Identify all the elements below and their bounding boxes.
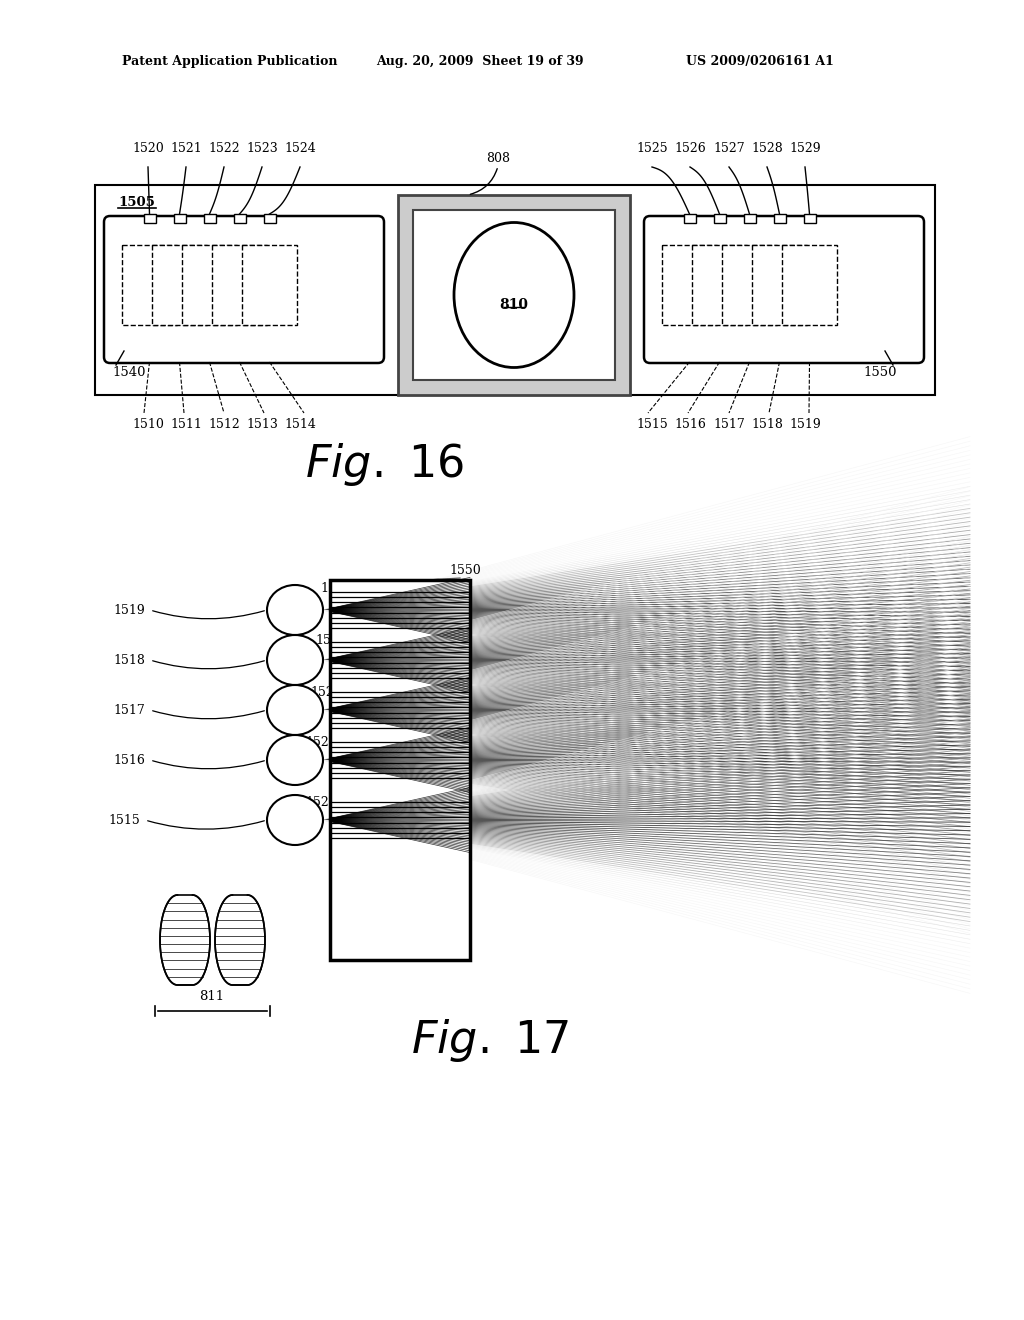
Bar bbox=[212, 246, 267, 325]
Bar bbox=[714, 214, 725, 223]
Ellipse shape bbox=[267, 635, 323, 685]
Text: 1550: 1550 bbox=[863, 367, 897, 380]
Text: 1513: 1513 bbox=[246, 418, 278, 432]
Bar bbox=[662, 246, 717, 325]
Text: $\mathit{Fig.\ 17}$: $\mathit{Fig.\ 17}$ bbox=[411, 1016, 569, 1064]
Text: 1516: 1516 bbox=[674, 418, 706, 432]
Text: 1526: 1526 bbox=[305, 735, 337, 748]
Text: 808: 808 bbox=[486, 152, 510, 165]
Bar bbox=[204, 214, 215, 223]
Ellipse shape bbox=[267, 735, 323, 785]
Bar bbox=[242, 246, 297, 325]
Polygon shape bbox=[160, 895, 210, 985]
Text: 1524: 1524 bbox=[284, 143, 315, 154]
Text: 1526: 1526 bbox=[674, 143, 706, 154]
Text: 1518: 1518 bbox=[113, 653, 145, 667]
Ellipse shape bbox=[454, 223, 574, 367]
Text: 1529: 1529 bbox=[790, 143, 821, 154]
Ellipse shape bbox=[267, 795, 323, 845]
Bar bbox=[804, 214, 815, 223]
Text: 1510: 1510 bbox=[132, 418, 164, 432]
Bar bbox=[143, 214, 156, 223]
Text: 1528: 1528 bbox=[752, 143, 783, 154]
Text: 1515: 1515 bbox=[109, 813, 140, 826]
Text: 1529: 1529 bbox=[319, 582, 351, 594]
Ellipse shape bbox=[267, 585, 323, 635]
Text: 1519: 1519 bbox=[114, 603, 145, 616]
Text: 1505: 1505 bbox=[118, 197, 155, 210]
Text: 1516: 1516 bbox=[113, 754, 145, 767]
Bar bbox=[233, 214, 246, 223]
Text: 1522: 1522 bbox=[208, 143, 240, 154]
Bar bbox=[683, 214, 695, 223]
Text: 1520: 1520 bbox=[132, 143, 164, 154]
Bar bbox=[413, 210, 615, 380]
Text: 1550: 1550 bbox=[450, 564, 481, 577]
Text: 811: 811 bbox=[200, 990, 224, 1003]
Text: $\mathit{Fig.\ 16}$: $\mathit{Fig.\ 16}$ bbox=[305, 441, 465, 488]
Text: 1514: 1514 bbox=[284, 418, 316, 432]
Text: 1527: 1527 bbox=[310, 685, 342, 698]
Bar bbox=[692, 246, 746, 325]
Bar bbox=[773, 214, 785, 223]
Text: 1512: 1512 bbox=[208, 418, 240, 432]
Text: 1540: 1540 bbox=[112, 367, 145, 380]
Bar bbox=[95, 185, 935, 395]
Bar bbox=[782, 246, 837, 325]
Text: 1527: 1527 bbox=[713, 143, 744, 154]
Text: 1525: 1525 bbox=[636, 143, 668, 154]
Text: 1518: 1518 bbox=[751, 418, 783, 432]
Text: 1525: 1525 bbox=[305, 796, 337, 808]
Text: 810: 810 bbox=[500, 298, 528, 312]
Bar bbox=[152, 246, 207, 325]
Bar bbox=[722, 246, 777, 325]
Bar bbox=[743, 214, 756, 223]
Bar bbox=[122, 246, 177, 325]
Text: 1528: 1528 bbox=[315, 634, 347, 647]
Text: 1517: 1517 bbox=[114, 704, 145, 717]
Bar bbox=[398, 195, 630, 395]
Text: 1523: 1523 bbox=[246, 143, 278, 154]
Bar bbox=[752, 246, 807, 325]
Text: Aug. 20, 2009  Sheet 19 of 39: Aug. 20, 2009 Sheet 19 of 39 bbox=[376, 55, 584, 69]
Text: Patent Application Publication: Patent Application Publication bbox=[122, 55, 338, 69]
FancyBboxPatch shape bbox=[644, 216, 924, 363]
Text: 1519: 1519 bbox=[790, 418, 821, 432]
Text: 1517: 1517 bbox=[713, 418, 744, 432]
Bar bbox=[330, 579, 470, 960]
Text: 1511: 1511 bbox=[170, 418, 202, 432]
Text: 1521: 1521 bbox=[170, 143, 202, 154]
FancyBboxPatch shape bbox=[104, 216, 384, 363]
Bar bbox=[263, 214, 275, 223]
Polygon shape bbox=[215, 895, 265, 985]
Text: 1515: 1515 bbox=[636, 418, 668, 432]
Ellipse shape bbox=[267, 685, 323, 735]
Bar bbox=[182, 246, 237, 325]
Bar bbox=[173, 214, 185, 223]
Text: US 2009/0206161 A1: US 2009/0206161 A1 bbox=[686, 55, 834, 69]
